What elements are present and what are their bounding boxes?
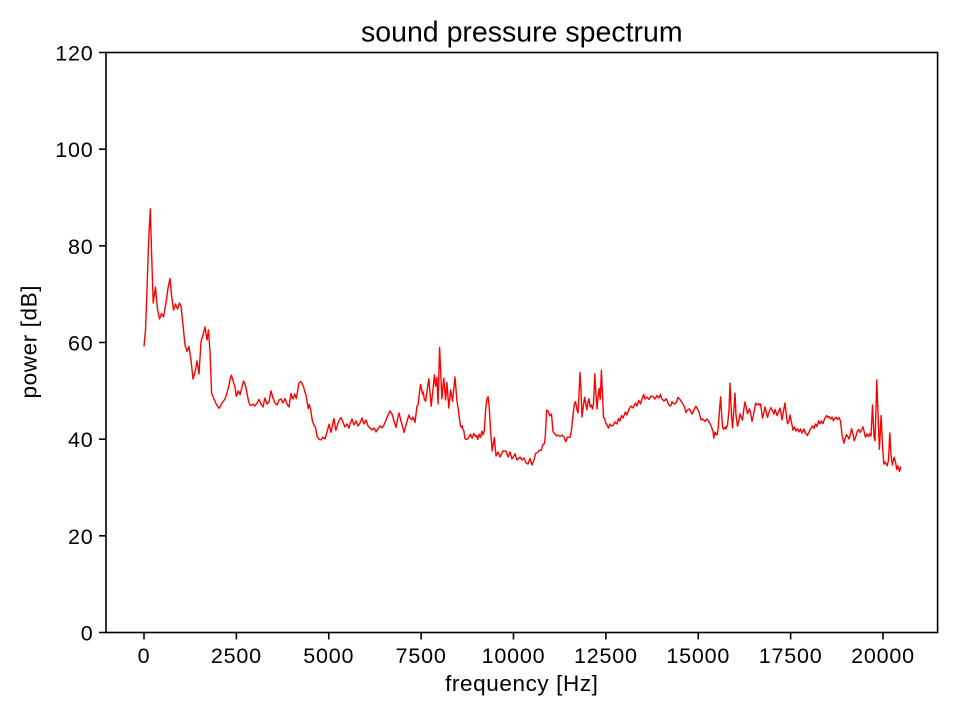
svg-text:120: 120 xyxy=(55,42,93,66)
svg-text:20000: 20000 xyxy=(851,644,915,668)
svg-text:frequency [Hz]: frequency [Hz] xyxy=(445,671,598,696)
svg-text:0: 0 xyxy=(138,644,151,668)
svg-text:80: 80 xyxy=(68,235,94,259)
svg-text:7500: 7500 xyxy=(396,644,447,668)
svg-text:2500: 2500 xyxy=(211,644,262,668)
svg-text:15000: 15000 xyxy=(666,644,730,668)
svg-text:12500: 12500 xyxy=(574,644,638,668)
svg-text:60: 60 xyxy=(68,332,94,356)
svg-text:power [dB]: power [dB] xyxy=(17,285,42,399)
svg-text:17500: 17500 xyxy=(759,644,823,668)
svg-text:40: 40 xyxy=(68,428,94,452)
svg-text:10000: 10000 xyxy=(482,644,546,668)
svg-text:sound pressure spectrum: sound pressure spectrum xyxy=(361,16,683,48)
svg-text:20: 20 xyxy=(68,525,94,549)
svg-text:0: 0 xyxy=(81,622,94,646)
svg-text:100: 100 xyxy=(55,138,93,162)
svg-text:5000: 5000 xyxy=(303,644,354,668)
